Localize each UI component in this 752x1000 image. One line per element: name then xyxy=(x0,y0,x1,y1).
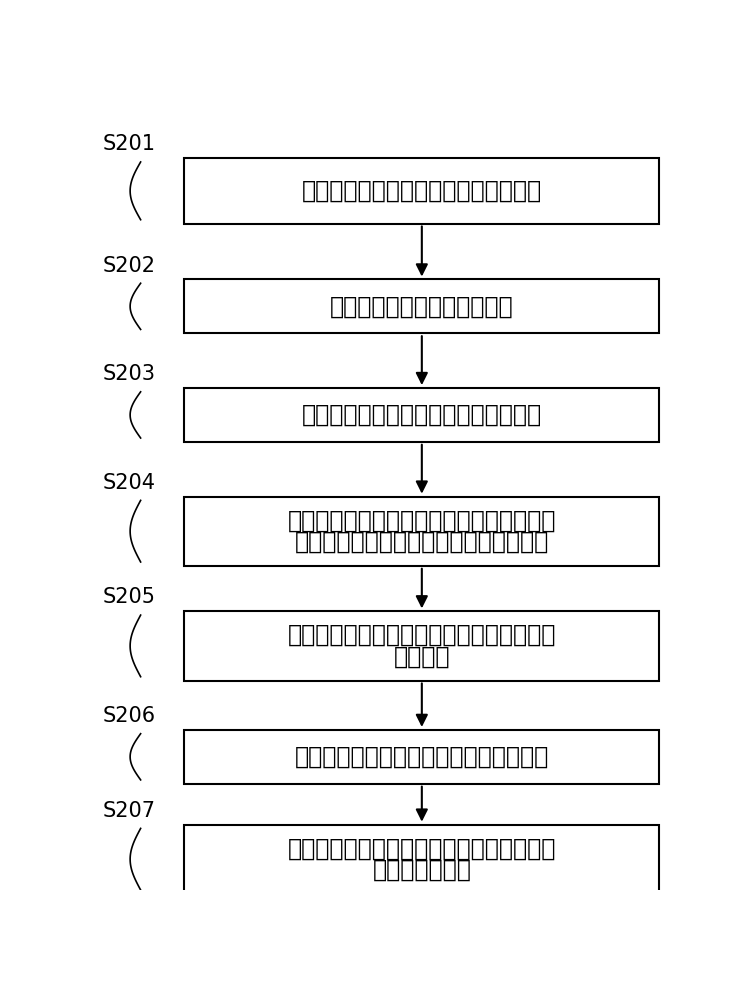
Text: 接收上一级服务器的进程处理后的数据: 接收上一级服务器的进程处理后的数据 xyxy=(302,179,542,203)
Text: 存缓冲区: 存缓冲区 xyxy=(393,645,450,669)
Text: S204: S204 xyxy=(103,473,156,493)
Text: S205: S205 xyxy=(103,587,156,607)
Text: S201: S201 xyxy=(103,134,156,154)
Bar xyxy=(184,611,660,681)
Text: S206: S206 xyxy=(103,706,156,726)
Text: 缓存所述数据至第一从缓存池: 缓存所述数据至第一从缓存池 xyxy=(330,294,514,318)
Text: S203: S203 xyxy=(103,364,156,384)
Text: 读取第一主缓存池中的数据并缓存至第一内: 读取第一主缓存池中的数据并缓存至第一内 xyxy=(287,508,556,532)
Text: 设置所述第一从缓存池为第一主缓存池: 设置所述第一从缓存池为第一主缓存池 xyxy=(302,403,542,427)
Text: 将第二缓存池中的数据发送至下一级服务器: 将第二缓存池中的数据发送至下一级服务器 xyxy=(287,836,556,860)
Text: S207: S207 xyxy=(103,801,156,821)
Bar xyxy=(184,388,660,442)
Bar xyxy=(184,497,660,566)
Text: 的进程进行处理: 的进程进行处理 xyxy=(372,858,472,882)
Bar xyxy=(184,279,660,333)
Bar xyxy=(184,158,660,224)
Text: S202: S202 xyxy=(103,256,156,276)
Text: 存缓冲区，以便本服务器的进程进行处理: 存缓冲区，以便本服务器的进程进行处理 xyxy=(295,530,549,554)
Bar xyxy=(184,730,660,784)
Text: 缓存第二内存缓冲区的数据至第二缓存池: 缓存第二内存缓冲区的数据至第二缓存池 xyxy=(295,745,549,769)
Text: 将本服务器的进程处理后的数据写入第二内: 将本服务器的进程处理后的数据写入第二内 xyxy=(287,623,556,647)
Bar xyxy=(184,825,660,894)
